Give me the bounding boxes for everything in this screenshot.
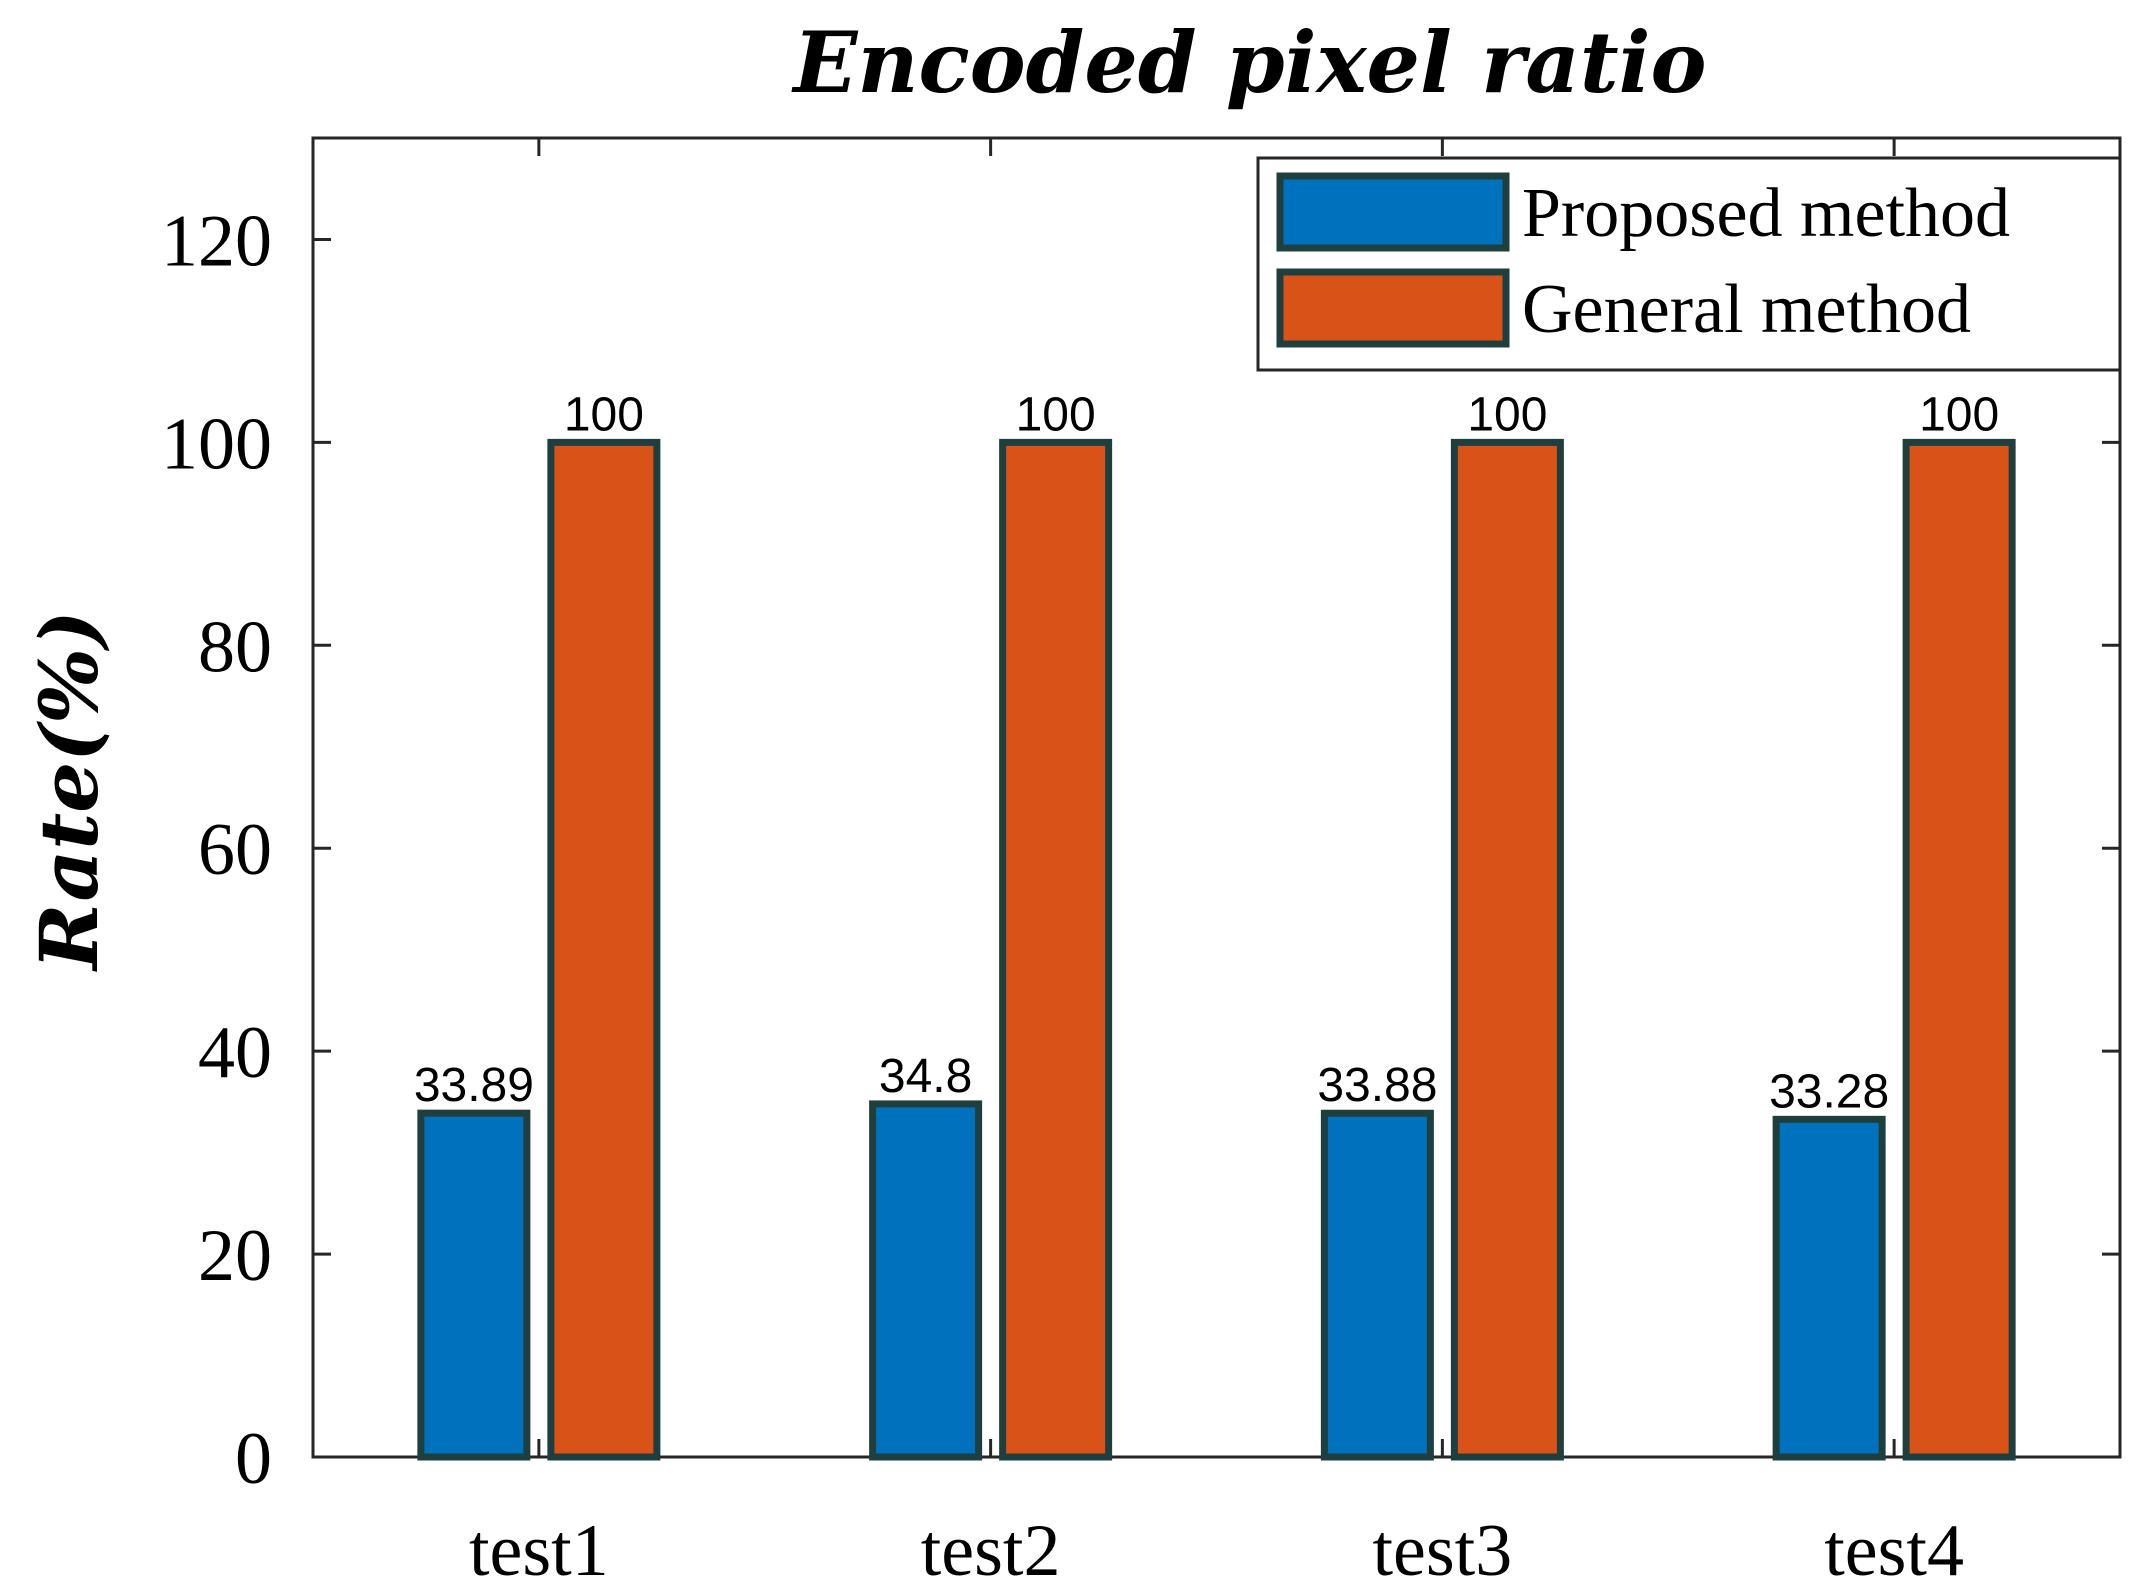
bar-general-method-test4 xyxy=(1902,438,2016,1461)
legend: Proposed method General method xyxy=(1256,156,2122,372)
y-tick-label: 40 xyxy=(198,1012,272,1094)
legend-swatch xyxy=(1276,268,1510,348)
bar-general-method-test2 xyxy=(999,438,1113,1461)
legend-label: Proposed method xyxy=(1522,175,2010,252)
data-label: 33.89 xyxy=(414,1059,534,1112)
data-label: 33.88 xyxy=(1317,1059,1437,1112)
axes-box xyxy=(311,136,2122,1459)
bar-proposed-method-test4 xyxy=(1772,1115,1886,1461)
data-label: 100 xyxy=(1467,388,1547,441)
data-label: 34.8 xyxy=(879,1050,972,1103)
chart-title: Encoded pixel ratio xyxy=(791,13,1706,112)
plot-area: 0 20 40 60 80 100 120 test1 33.89 100 test2 34.8 100… xyxy=(161,136,2122,1592)
legend-label: General method xyxy=(1522,271,1971,348)
bar-general-method-test1 xyxy=(547,438,661,1461)
y-tick-label: 80 xyxy=(198,606,272,688)
bar-proposed-method-test1 xyxy=(417,1109,531,1461)
legend-swatch xyxy=(1276,172,1510,252)
x-tick-label: test2 xyxy=(921,1510,1061,1592)
x-tick-label: test1 xyxy=(469,1510,609,1592)
x-tick-label: test3 xyxy=(1372,1510,1512,1592)
data-label: 100 xyxy=(564,388,644,441)
bar-proposed-method-test3 xyxy=(1320,1109,1434,1461)
y-tick-label: 120 xyxy=(161,200,272,282)
bar-proposed-method-test2 xyxy=(869,1100,983,1461)
y-tick-label: 60 xyxy=(198,809,272,891)
data-label: 33.28 xyxy=(1769,1065,1889,1118)
y-axis-label: Rate(%) xyxy=(22,610,116,972)
y-tick-label: 100 xyxy=(161,403,272,485)
y-tick-label: 0 xyxy=(235,1418,272,1500)
data-label: 100 xyxy=(1919,388,1999,441)
bar-general-method-test3 xyxy=(1450,438,1564,1461)
data-label: 100 xyxy=(1016,388,1096,441)
x-tick-label: test4 xyxy=(1824,1510,1964,1592)
y-tick-label: 20 xyxy=(198,1215,272,1297)
